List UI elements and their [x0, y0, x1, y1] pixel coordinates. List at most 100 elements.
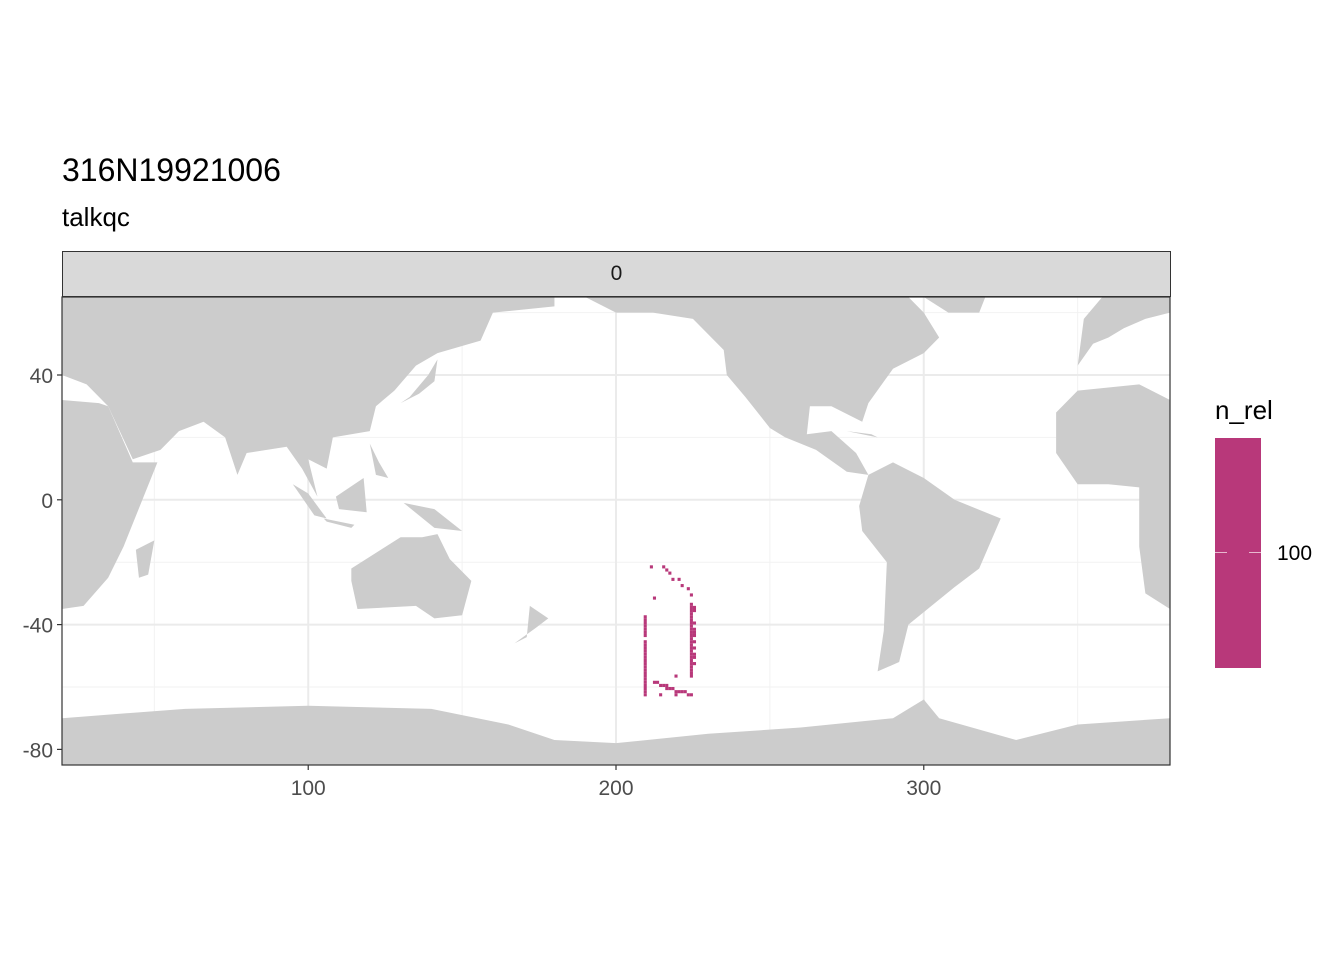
data-tile — [692, 640, 697, 644]
data-tile — [689, 662, 693, 666]
land-south-america — [859, 462, 1001, 672]
land-greenland — [923, 297, 986, 313]
data-tile — [689, 637, 693, 641]
chart-subtitle: talkqc — [62, 202, 130, 232]
data-tile — [668, 571, 672, 575]
data-tile — [643, 674, 647, 678]
data-tile — [643, 630, 647, 634]
data-tile — [643, 621, 647, 625]
land-sumatra — [292, 484, 327, 519]
data-tile — [643, 652, 647, 656]
data-tile — [692, 662, 697, 666]
data-tile — [665, 683, 669, 687]
data-tile — [643, 618, 647, 622]
x-tick-label: 100 — [291, 777, 326, 800]
data-tile — [659, 693, 663, 697]
data-tile — [665, 687, 669, 691]
data-tile — [643, 680, 647, 684]
data-tile — [689, 621, 693, 625]
legend-title: n_rel — [1215, 395, 1273, 425]
land-borneo — [335, 477, 367, 513]
data-tile — [692, 621, 697, 625]
data-tile — [689, 658, 693, 663]
data-tile — [643, 658, 647, 663]
data-tile — [686, 587, 690, 591]
data-tile — [689, 633, 693, 638]
data-tile — [689, 652, 693, 656]
data-tile — [671, 577, 675, 581]
data-tile — [692, 652, 697, 656]
data-tile — [689, 618, 693, 622]
data-tile — [677, 690, 681, 694]
facet-label: 0 — [610, 262, 623, 285]
land-africa-west — [1056, 384, 1170, 609]
legend-tick-left — [1215, 552, 1227, 553]
data-tile — [689, 593, 693, 597]
data-tile — [683, 690, 687, 694]
data-tile — [662, 565, 666, 569]
data-tile — [689, 627, 693, 631]
land-madagascar — [135, 540, 155, 578]
data-tile — [686, 693, 690, 697]
data-tile — [689, 649, 693, 653]
data-tile — [692, 605, 697, 609]
data-tile — [689, 602, 693, 606]
land-eurasia — [62, 297, 555, 497]
data-tile — [689, 612, 693, 616]
data-tile — [689, 693, 693, 697]
data-tile — [689, 671, 693, 675]
data-tile — [689, 605, 693, 609]
data-tile — [643, 690, 647, 694]
data-tile — [643, 643, 647, 647]
data-tile — [643, 615, 647, 619]
plot-panel — [61, 296, 1171, 766]
legend-tick-label: 100 — [1277, 542, 1313, 565]
chart-title: 316N19921006 — [62, 152, 281, 188]
data-tile — [643, 671, 647, 675]
data-tile — [680, 584, 684, 588]
data-tile — [692, 646, 697, 650]
data-tile — [649, 565, 653, 569]
data-tile — [674, 693, 678, 697]
data-tile — [643, 668, 647, 672]
land-philippines — [369, 443, 389, 478]
land-new-guinea — [403, 502, 463, 531]
land-java — [323, 518, 355, 528]
data-tile — [643, 624, 647, 628]
data-tile — [643, 627, 647, 631]
x-tick-label: 300 — [906, 777, 941, 800]
land-north-america — [585, 297, 940, 475]
data-tile — [656, 680, 660, 684]
data-tile — [677, 577, 681, 581]
data-tile — [652, 596, 657, 600]
data-tile — [662, 683, 666, 687]
data-tile — [668, 687, 672, 691]
y-tick-label: 40 — [30, 365, 53, 388]
data-tile — [643, 662, 647, 666]
legend-colorbar — [1215, 438, 1261, 668]
data-tile — [643, 677, 647, 681]
data-tile — [689, 674, 693, 678]
data-tile — [692, 627, 697, 631]
land-europe — [1077, 297, 1170, 366]
data-tile — [643, 665, 647, 669]
data-tile — [692, 655, 697, 659]
data-tile — [643, 687, 647, 691]
data-tile — [689, 665, 693, 669]
land-australia — [351, 534, 472, 619]
land-new-zealand — [514, 605, 549, 644]
data-tile — [671, 687, 675, 691]
data-tile — [689, 655, 693, 659]
y-tick-label: 0 — [41, 490, 53, 513]
data-tile — [689, 624, 693, 628]
data-tile — [665, 568, 669, 572]
data-tile — [643, 655, 647, 659]
data-tile — [689, 643, 693, 647]
data-tile — [692, 630, 697, 634]
land-antarctica — [62, 699, 1170, 765]
data-tile — [643, 683, 647, 687]
y-tick-label: -40 — [23, 615, 53, 638]
data-tile — [689, 640, 693, 644]
axes: 100 200 300 -80 -40 0 40 — [23, 365, 942, 800]
